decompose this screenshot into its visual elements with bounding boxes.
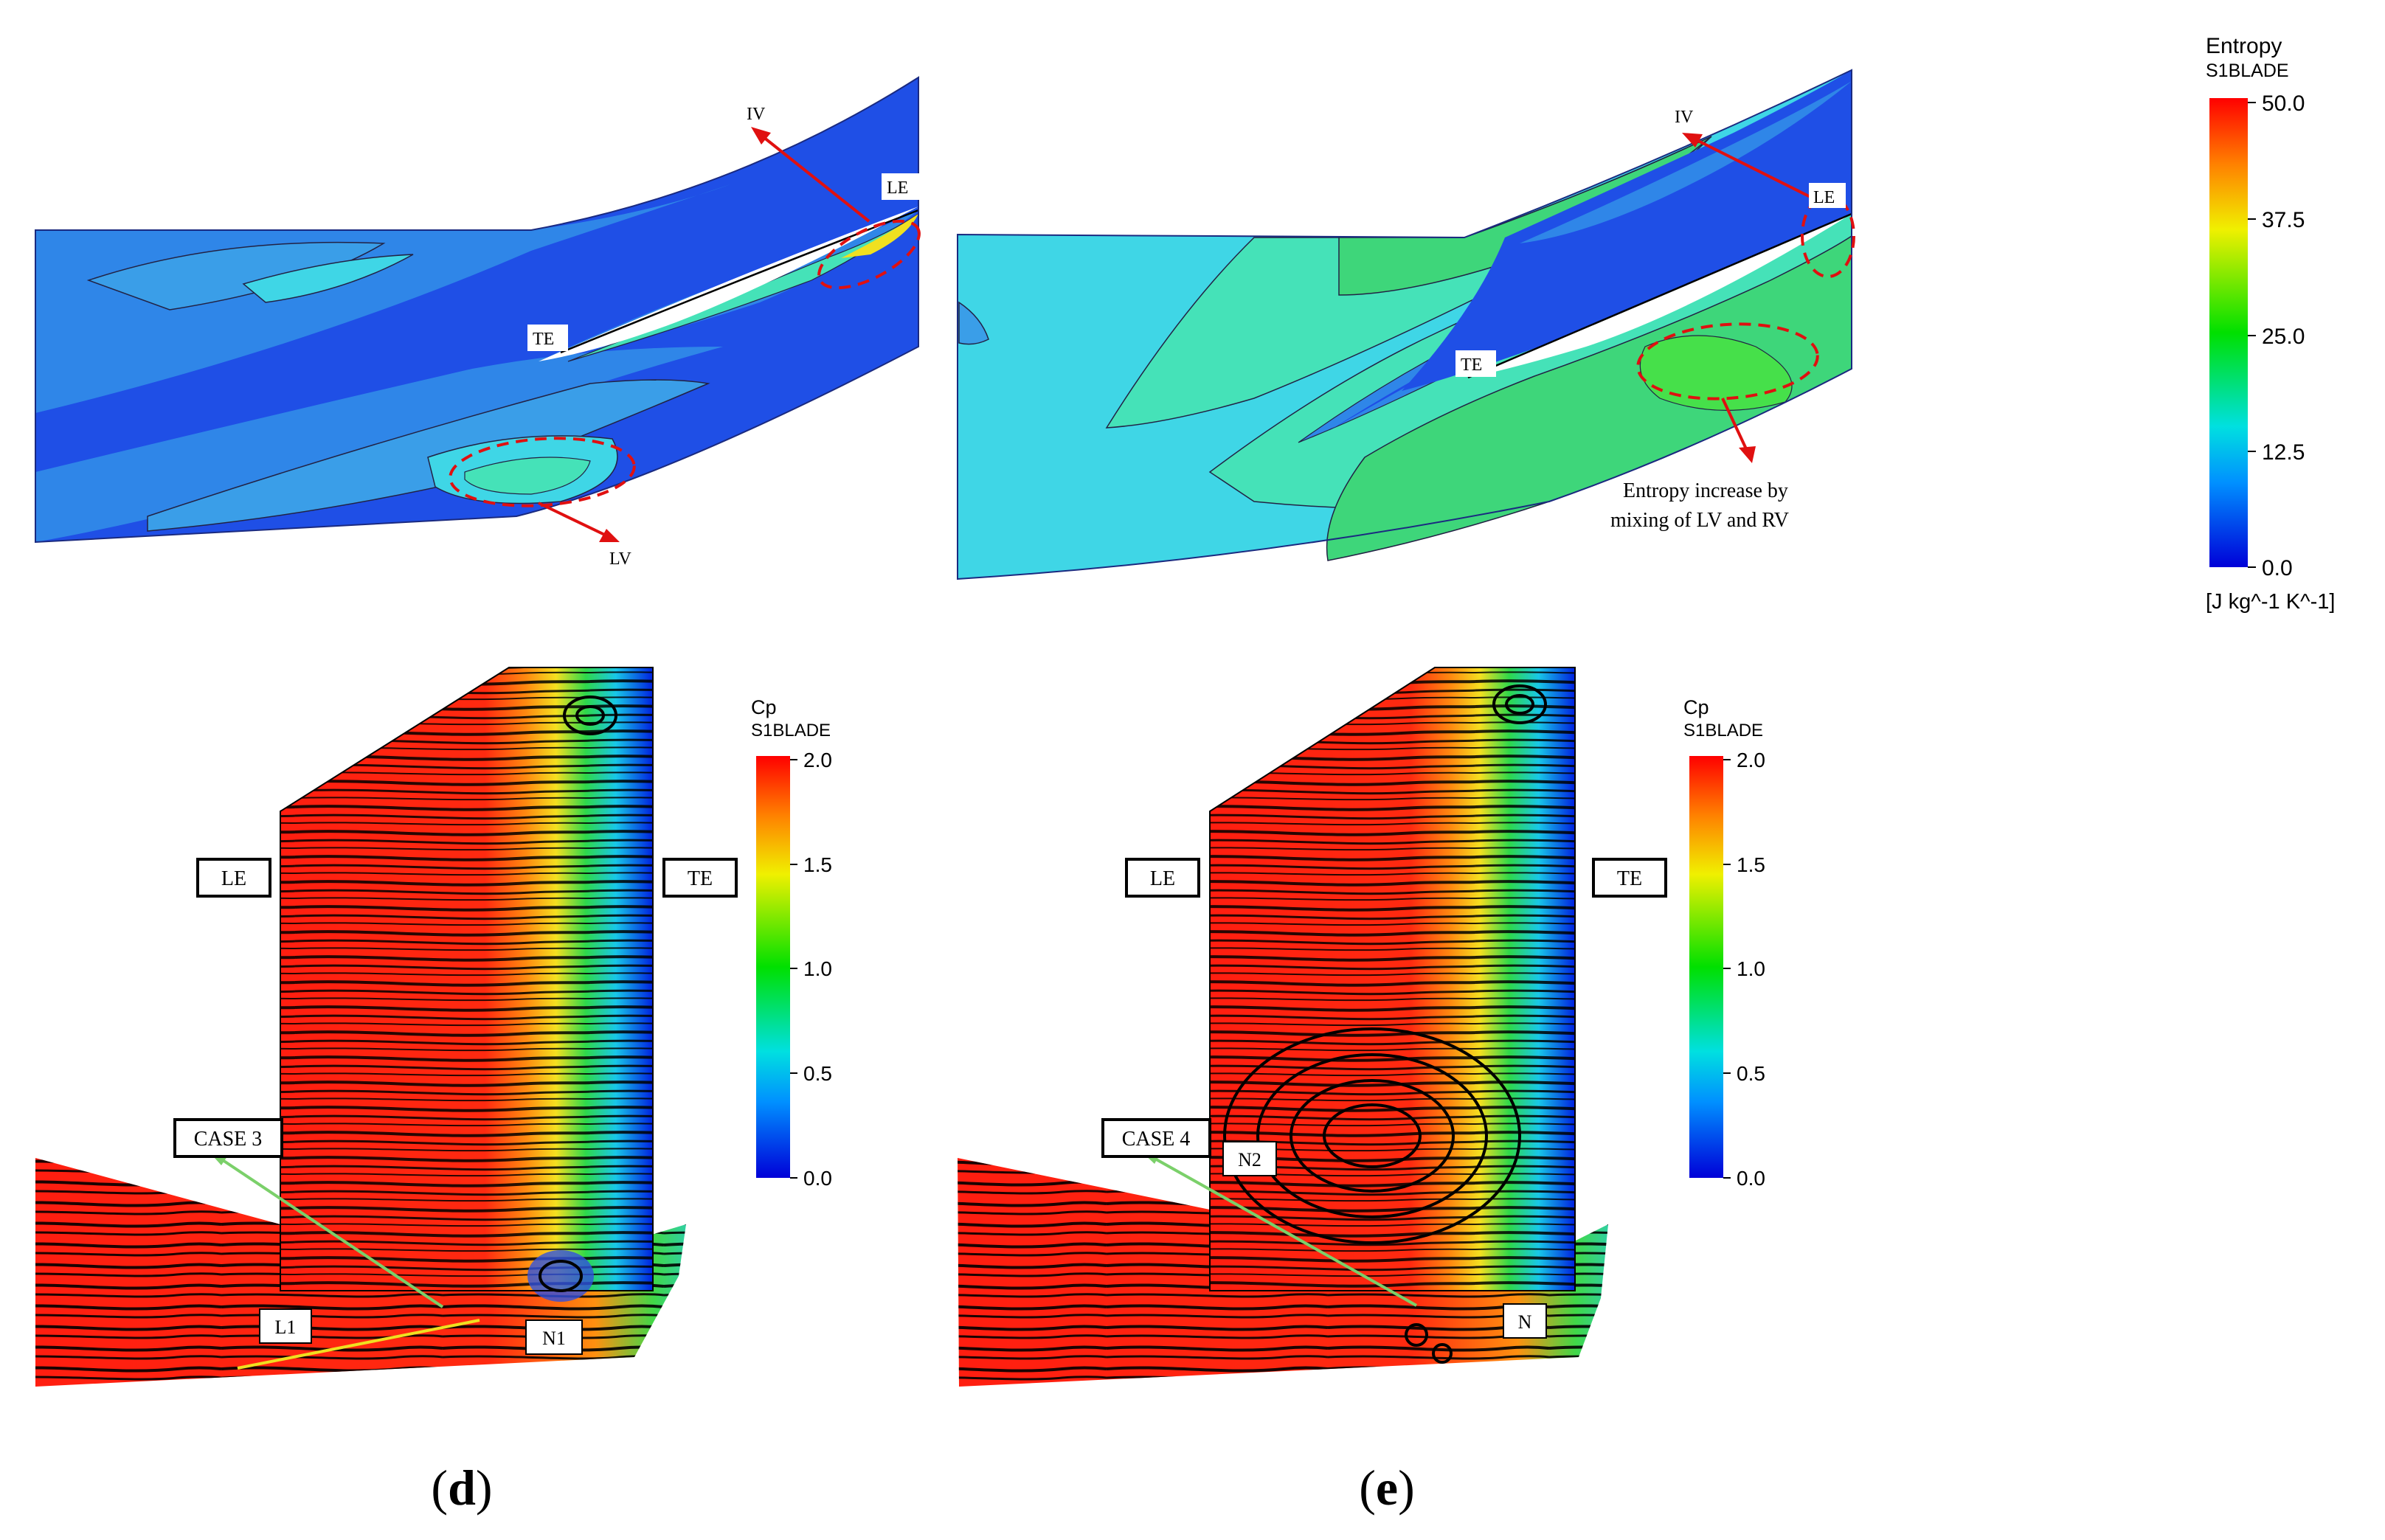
label-case: CASE 3 xyxy=(194,1128,263,1151)
label-box-case xyxy=(1101,1118,1211,1158)
entropy-colorbar-scale xyxy=(2209,98,2248,567)
caption-d: (d) xyxy=(431,1460,492,1516)
cp-colorbar-e: Cp S1BLADE 2.0 1.5 1.0 0.5 0.0 xyxy=(1683,696,1765,1190)
label-box-te xyxy=(662,858,738,898)
label-te: TE xyxy=(1461,355,1482,375)
cp-colorbar-scale xyxy=(756,756,790,1178)
panel-top-left-labels: IV LE TE LV xyxy=(533,105,908,569)
panel-top-left-entropy-contour xyxy=(35,76,921,544)
cp-tick-0: 2.0 xyxy=(803,749,832,771)
label-te: TE xyxy=(1617,867,1642,890)
cp-tick-4: 0.0 xyxy=(1737,1167,1765,1190)
label-n1: N1 xyxy=(542,1328,566,1349)
entropy-colorbar: Entropy S1BLADE 50.0 37.5 25.0 12.5 0.0 … xyxy=(2206,34,2336,614)
label-lv: LV xyxy=(609,549,631,569)
entropy-colorbar-unit: [J kg^-1 K^-1] xyxy=(2206,590,2336,614)
cp-tick-1: 1.5 xyxy=(803,853,832,876)
label-le: LE xyxy=(1813,188,1835,207)
label-le: LE xyxy=(1150,867,1175,890)
entropy-tick-3: 12.5 xyxy=(2262,440,2305,465)
label-box-case xyxy=(173,1118,283,1158)
annotation-line2: mixing of LV and RV xyxy=(1610,509,1789,532)
label-box-n2 xyxy=(1222,1141,1277,1176)
entropy-tick-4: 0.0 xyxy=(2262,556,2293,580)
entropy-colorbar-subtitle: S1BLADE xyxy=(2206,60,2289,81)
entropy-tick-2: 25.0 xyxy=(2262,325,2305,349)
label-le: LE xyxy=(221,867,246,890)
label-box-n1 xyxy=(525,1319,583,1355)
cp-colorbar-d: Cp S1BLADE 2.0 1.5 1.0 0.5 0.0 xyxy=(751,696,832,1190)
panel-e-labels: LE TE CASE 4 N2 N xyxy=(1101,858,1667,1339)
panel-d-blade-surface xyxy=(35,667,686,1387)
entropy-colorbar-title: Entropy xyxy=(2206,34,2282,58)
label-le: LE xyxy=(887,178,908,198)
cp-colorbar-title: Cp xyxy=(1683,696,1709,718)
cp-tick-2: 1.0 xyxy=(803,957,832,980)
entropy-tick-1: 37.5 xyxy=(2262,208,2305,232)
cp-tick-3: 0.5 xyxy=(1737,1062,1765,1085)
label-box-te xyxy=(1592,858,1667,898)
annotation-line1: Entropy increase by xyxy=(1623,479,1788,502)
caption-e: (e) xyxy=(1359,1460,1415,1516)
cp-tick-3: 0.5 xyxy=(803,1062,832,1085)
cp-colorbar-title: Cp xyxy=(751,696,777,718)
label-l1: L1 xyxy=(275,1317,297,1338)
label-te: TE xyxy=(533,330,554,349)
panel-d-labels: LE TE CASE 3 L1 N1 xyxy=(173,858,738,1355)
label-te: TE xyxy=(688,867,713,890)
label-n: N xyxy=(1518,1311,1532,1333)
entropy-tick-0: 50.0 xyxy=(2262,91,2305,116)
label-n2: N2 xyxy=(1238,1149,1261,1170)
cp-tick-4: 0.0 xyxy=(803,1167,832,1190)
label-iv: IV xyxy=(1675,108,1694,127)
label-case: CASE 4 xyxy=(1122,1128,1191,1151)
label-box-le xyxy=(1125,858,1200,898)
cp-tick-2: 1.0 xyxy=(1737,957,1765,980)
label-iv: IV xyxy=(747,105,766,124)
label-box-l1 xyxy=(259,1308,312,1344)
cp-tick-1: 1.5 xyxy=(1737,853,1765,876)
label-box-n xyxy=(1503,1303,1547,1339)
panel-top-right-entropy-contour xyxy=(957,69,1855,580)
cp-colorbar-subtitle: S1BLADE xyxy=(1683,721,1763,740)
cp-colorbar-subtitle: S1BLADE xyxy=(751,721,831,740)
cp-colorbar-scale xyxy=(1689,756,1723,1178)
panel-e-blade-surface xyxy=(958,667,1608,1387)
cp-tick-0: 2.0 xyxy=(1737,749,1765,771)
panel-top-right-labels: IV LE TE Entropy increase by mixing of L… xyxy=(1461,108,1835,532)
label-box-le xyxy=(196,858,271,898)
